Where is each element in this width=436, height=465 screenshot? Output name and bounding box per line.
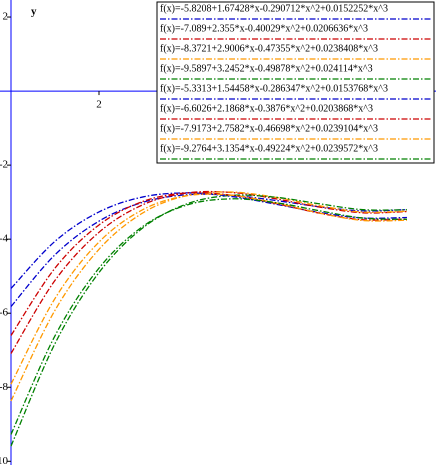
series-line (10, 193, 407, 385)
series-line (10, 191, 407, 402)
legend-label: f(x)=-9.2764+3.1354*x-0.49224*x^2+0.0239… (160, 143, 378, 154)
legend-label: f(x)=-8.3721+2.9006*x-0.47355*x^2+0.0238… (160, 43, 378, 54)
series-line (10, 191, 407, 336)
legend-label: f(x)=-7.089+2.355*x-0.40029*x^2+0.020663… (160, 23, 368, 34)
y-axis-label: y (31, 6, 37, 18)
legend-label: f(x)=-7.9173+2.7582*x-0.46698*x^2+0.0239… (160, 123, 378, 134)
y-tick-label: 2 (2, 11, 8, 23)
legend-label: f(x)=-6.6026+2.1868*x-0.3876*x^2+0.02038… (160, 103, 373, 114)
series-line (10, 198, 407, 435)
y-tick-label: -6 (0, 307, 8, 319)
y-tick-label: -4 (0, 233, 8, 245)
legend: f(x)=-5.8208+1.67428*x-0.290712*x^2+0.01… (156, 1, 435, 164)
series-line (10, 194, 407, 447)
x-tick-label: 2 (96, 99, 102, 111)
y-tick-label: -8 (0, 381, 8, 393)
legend-label: f(x)=-5.3313+1.54458*x-0.286347*x^2+0.01… (160, 83, 388, 94)
legend-label: f(x)=-5.8208+1.67428*x-0.290712*x^2+0.01… (160, 3, 388, 14)
legend-label: f(x)=-9.5897+3.2452*x-0.49878*x^2+0.0241… (160, 63, 373, 74)
legend-box (156, 1, 435, 164)
y-tick-label: -2 (0, 159, 8, 171)
y-tick-label: -10 (0, 455, 8, 465)
series-line (10, 190, 407, 354)
